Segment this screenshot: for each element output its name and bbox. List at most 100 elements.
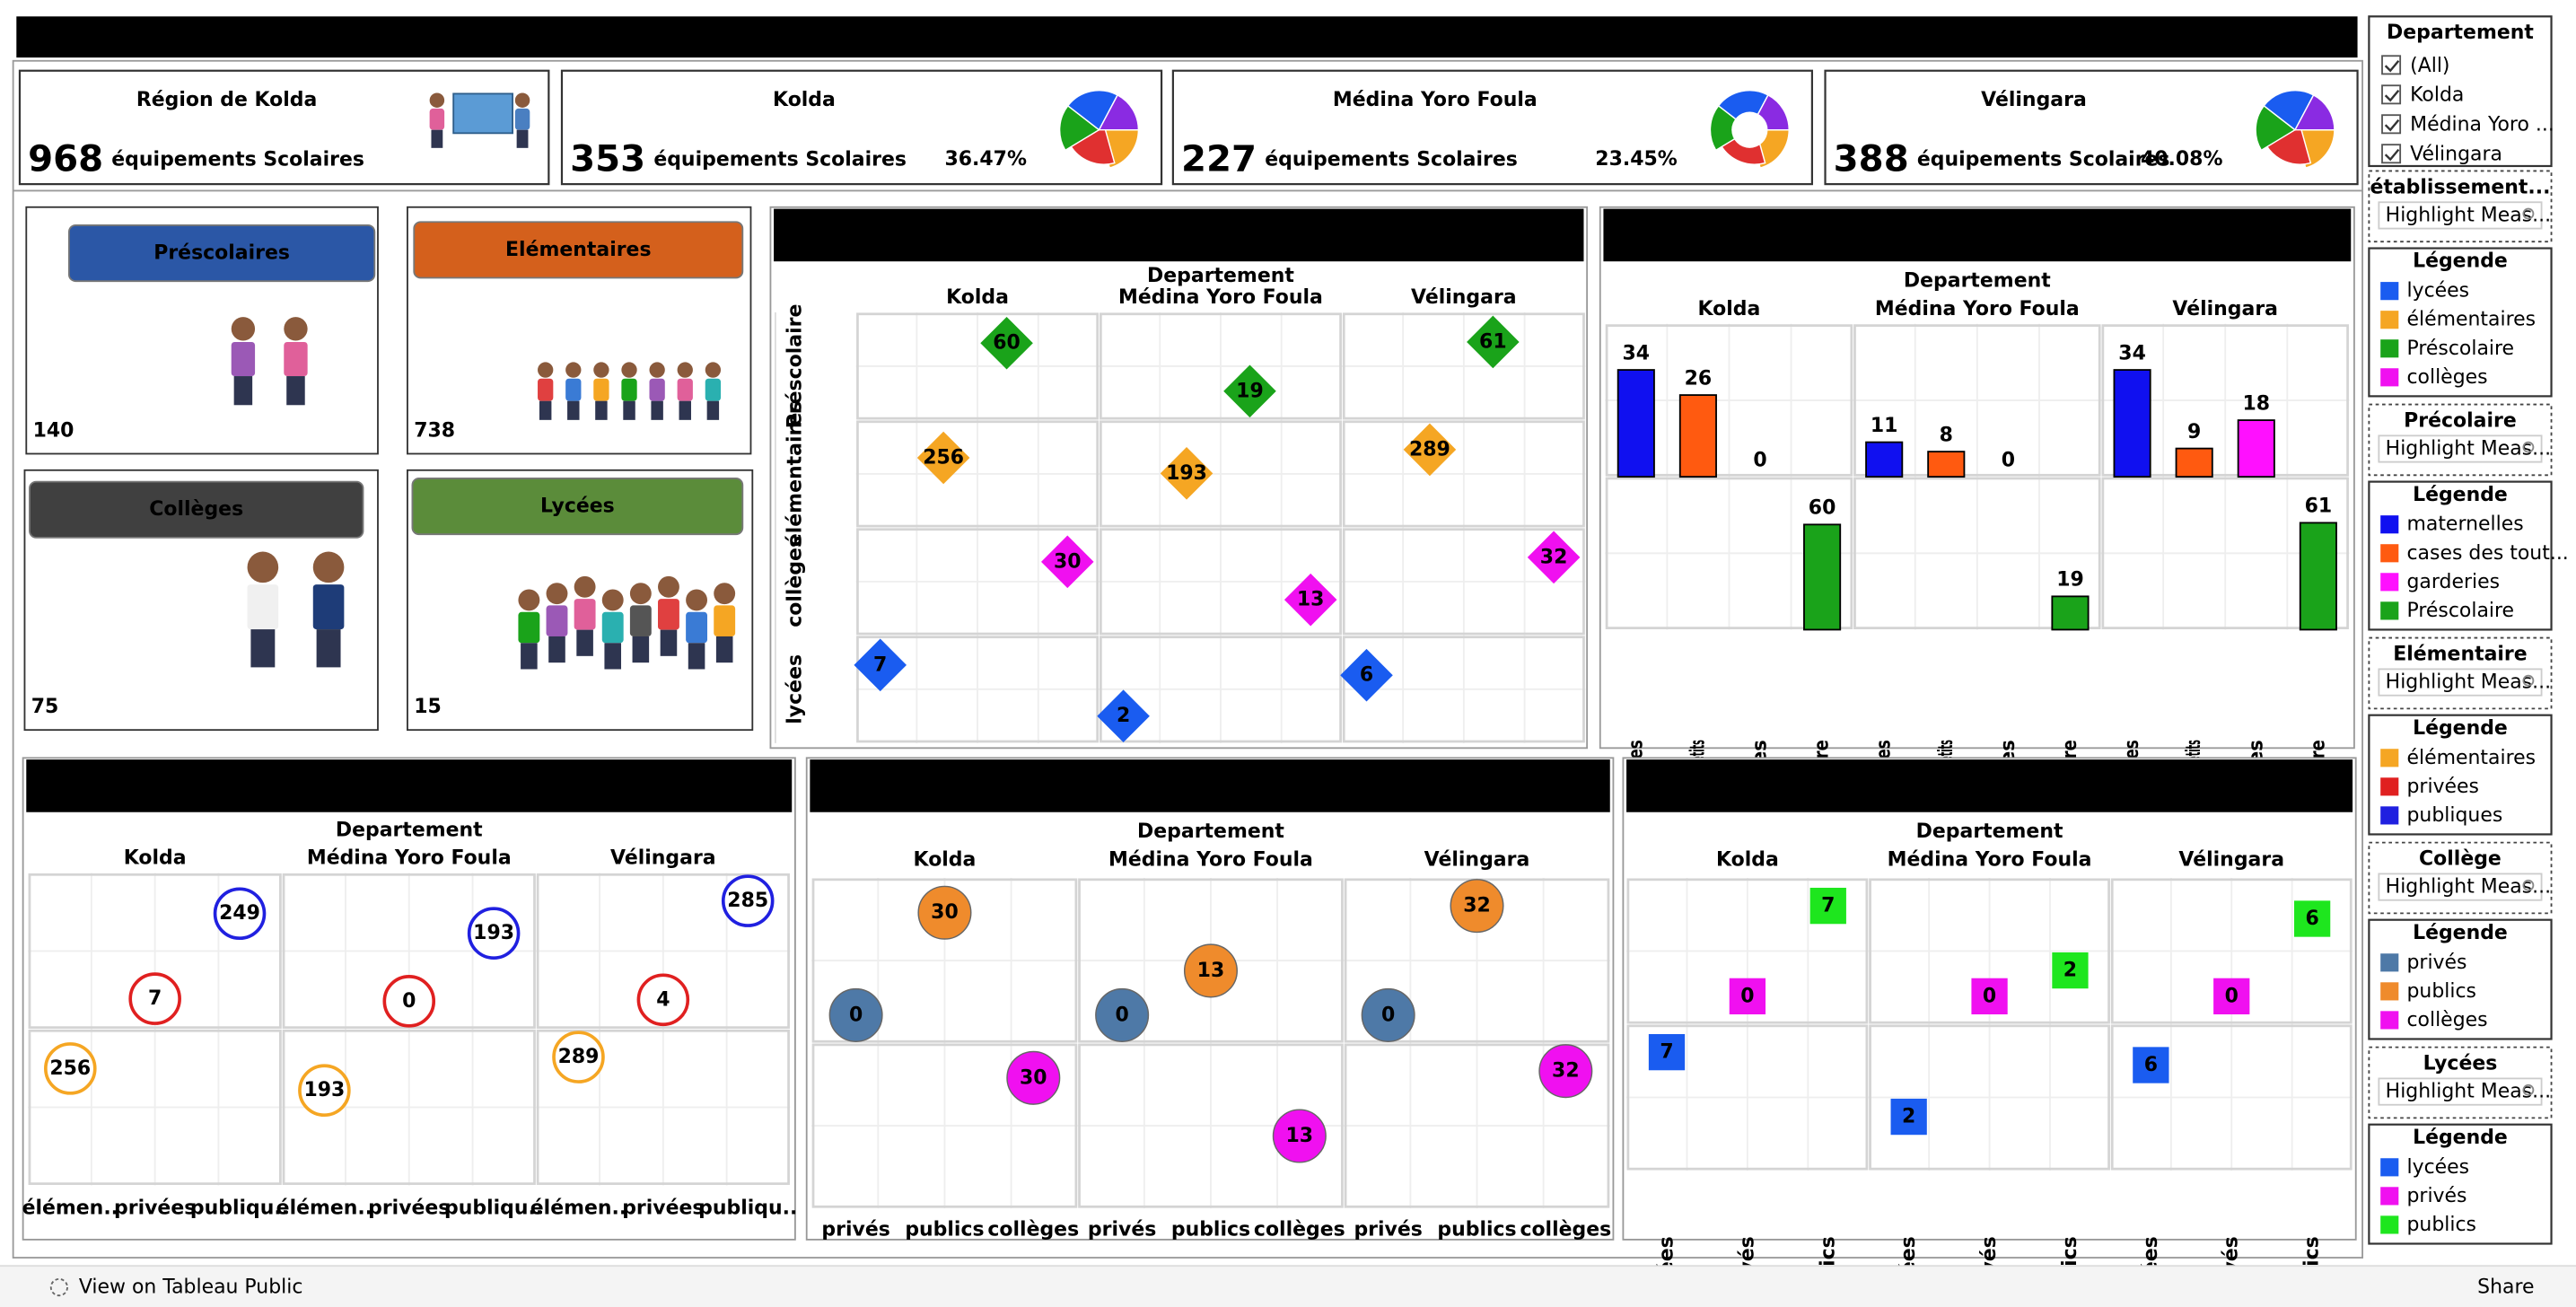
value-label: 6 — [1360, 664, 1373, 687]
bubble-mark — [213, 887, 267, 941]
legend-label: privés — [2406, 952, 2466, 974]
value-label: 61 — [2305, 496, 2333, 518]
kpi-count: 968 — [28, 139, 103, 180]
value-label: 19 — [1236, 380, 1264, 402]
highlight-title: Précolaire — [2404, 409, 2517, 432]
highlight-input[interactable] — [2378, 668, 2543, 697]
kpi-title: Vélingara — [1981, 89, 2087, 111]
column-header: Vélingara — [610, 847, 716, 870]
legend-label: maternelles — [2406, 513, 2523, 536]
icon-slice — [1717, 90, 1769, 131]
legend-title: Légende — [2413, 1127, 2508, 1149]
panel-cell — [1342, 420, 1585, 528]
filter-checkbox[interactable] — [2381, 114, 2402, 135]
figure-legs — [576, 629, 593, 656]
x-tick-label: privées — [114, 1197, 196, 1220]
column-header: Kolda — [1698, 298, 1761, 320]
footer-share[interactable]: Share — [2477, 1276, 2534, 1299]
legend-swatch — [2380, 311, 2399, 329]
value-label: 18 — [2242, 392, 2270, 415]
filter-checkbox[interactable] — [2381, 84, 2402, 105]
card-banner — [413, 221, 744, 279]
filter-option[interactable]: (All) — [2410, 55, 2449, 77]
highlight-placeholder[interactable]: Highlight Meas... — [2386, 671, 2551, 694]
row-label: Préscolaire — [784, 304, 806, 429]
figure-head — [565, 362, 582, 378]
figure-body — [565, 378, 582, 401]
panel-cell — [2110, 1024, 2353, 1171]
highlight-placeholder[interactable]: Highlight Meas... — [2386, 204, 2551, 226]
panel-cell — [811, 1043, 1078, 1208]
panel-cell — [1342, 528, 1585, 636]
highlight-input[interactable] — [2378, 434, 2543, 463]
filter-option[interactable]: Médina Yoro ... — [2410, 114, 2554, 136]
highlight-placeholder[interactable]: Highlight Meas... — [2386, 1081, 2551, 1103]
highlight-title: établissement... — [2370, 176, 2550, 198]
legend-swatch — [2380, 282, 2399, 301]
highlight-placeholder[interactable]: Highlight Meas... — [2386, 437, 2551, 460]
panel-cell — [1626, 878, 1869, 1024]
legend-swatch — [2380, 601, 2399, 620]
bubble-mark — [382, 975, 436, 1028]
figure-body — [714, 605, 736, 636]
figure-head — [538, 362, 554, 378]
figure-body — [629, 605, 652, 636]
row-label: collèges — [784, 536, 806, 627]
chart-title: Effectif des écoles élémentaires — [232, 775, 587, 797]
column-header: Kolda — [946, 286, 1009, 309]
x-tick-label: collèges — [987, 1218, 1079, 1241]
highlight-input[interactable] — [2378, 201, 2543, 230]
bar — [1678, 394, 1717, 478]
panel-cell — [1344, 1043, 1610, 1208]
bubble-mark — [1183, 943, 1238, 998]
filter-checkbox[interactable] — [2381, 55, 2402, 75]
square-mark — [1648, 1033, 1686, 1071]
x-tick-label: élémen.. — [276, 1197, 372, 1220]
value-label: 0 — [402, 990, 416, 1013]
panel-cell — [2101, 477, 2349, 629]
diamond-mark — [916, 431, 970, 485]
highlight-placeholder[interactable]: Highlight Meas... — [2386, 876, 2551, 899]
diamond-mark — [980, 316, 1033, 370]
footer-link[interactable]: View on Tableau Public — [79, 1276, 303, 1299]
x-tick-label: privés — [821, 1218, 889, 1241]
highlight-title: Elémentaire — [2393, 643, 2527, 665]
card-count: 738 — [414, 419, 455, 442]
figure-body — [649, 378, 665, 401]
bubble-mark — [298, 1064, 351, 1118]
figure-legs — [595, 400, 608, 420]
legend-box — [2368, 918, 2553, 1040]
value-label: 7 — [148, 987, 162, 1010]
chart-title: Établissements préscolaires par catégori… — [1743, 223, 2212, 246]
filter-option[interactable]: Vélingara — [2410, 144, 2502, 166]
panel-cell — [1342, 636, 1585, 743]
value-label: 7 — [1660, 1041, 1673, 1064]
highlight-input[interactable] — [2378, 873, 2543, 901]
legend-swatch — [2380, 982, 2399, 1001]
filter-check — [2384, 118, 2400, 132]
bubble-mark — [128, 972, 181, 1025]
figure-legs — [286, 376, 305, 406]
diamond-mark — [1097, 689, 1150, 743]
highlight-input[interactable] — [2378, 1077, 2543, 1106]
value-label: 2 — [1902, 1106, 1915, 1128]
legend-label: privées — [2406, 776, 2479, 798]
panel-cell — [1099, 636, 1342, 743]
figure-body — [705, 378, 722, 401]
legend-label: Préscolaire — [2406, 338, 2514, 360]
filter-option[interactable]: Kolda — [2410, 84, 2464, 107]
figure-legs — [567, 400, 580, 420]
legend-swatch — [2380, 573, 2399, 592]
filter-checkbox[interactable] — [2381, 144, 2402, 164]
figure-body — [518, 611, 540, 644]
chart-title-bar — [26, 759, 793, 812]
legend-label: Préscolaire — [2406, 600, 2514, 622]
figure-legs — [539, 400, 552, 420]
figure-legs — [548, 636, 565, 663]
value-label: 32 — [1540, 546, 1568, 568]
figure-head — [649, 362, 665, 378]
icon-slice — [2293, 93, 2335, 131]
figure-head — [686, 589, 708, 611]
chart-title: Structure des Collèges — [1083, 775, 1336, 797]
figure-body — [677, 378, 693, 401]
